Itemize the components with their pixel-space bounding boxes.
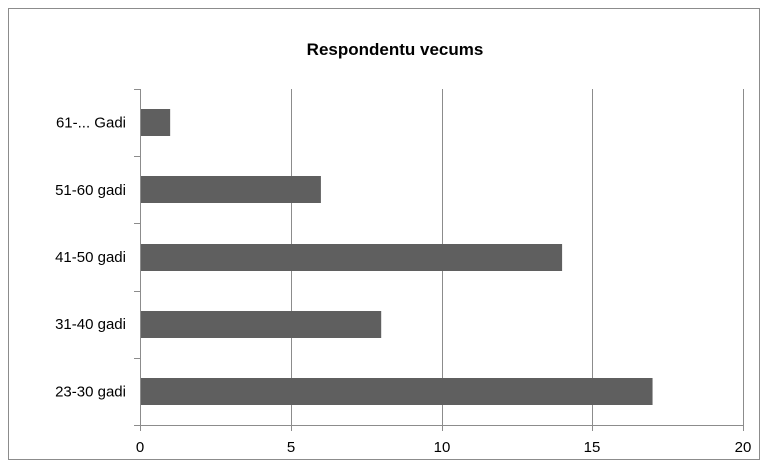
category-labels: 23-30 gadi 31-40 gadi 41-50 gadi 51-60 gadi…	[55, 115, 126, 401]
axes	[134, 89, 744, 431]
bar-23-30-gadi	[141, 378, 653, 405]
category-label-41-50-gadi: 41-50 gadi	[55, 249, 126, 266]
x-tick-label-20: 20	[735, 439, 752, 456]
x-tick-label-10: 10	[434, 439, 451, 456]
x-tick-label-0: 0	[136, 439, 144, 456]
chart-frame: Respondentu vecums 23-30 gadi 31-40 gadi 4…	[8, 8, 760, 460]
bar-31-40-gadi	[141, 311, 382, 338]
x-tick-label-15: 15	[584, 439, 601, 456]
bar-61-gadi	[141, 109, 171, 136]
bar-41-50-gadi	[141, 244, 563, 271]
bar-chart: Respondentu vecums 23-30 gadi 31-40 gadi 4…	[55, 40, 752, 456]
category-label-31-40-gadi: 31-40 gadi	[55, 316, 126, 333]
category-label-23-30-gadi: 23-30 gadi	[55, 383, 126, 400]
bar-51-60-gadi	[141, 176, 321, 203]
category-label-51-60-gadi: 51-60 gadi	[55, 182, 126, 199]
chart-title: Respondentu vecums	[307, 40, 484, 59]
x-tick-label-5: 5	[287, 439, 295, 456]
x-tick-labels: 0 5 10 15 20	[136, 439, 752, 456]
bars	[141, 109, 653, 405]
category-label-61-gadi: 61-... Gadi	[56, 115, 126, 132]
